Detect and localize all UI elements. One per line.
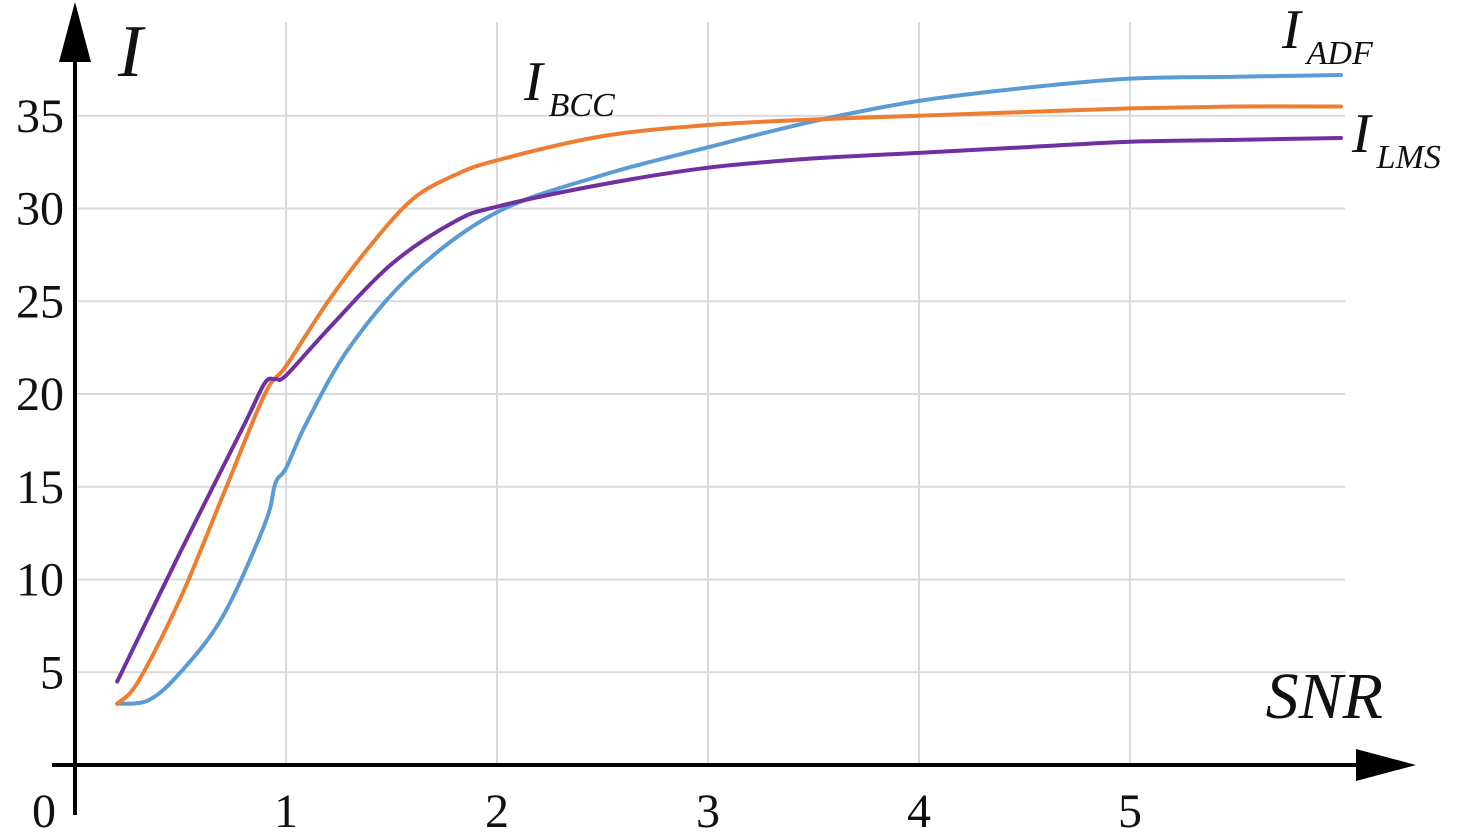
y-tick-label: 30 (16, 183, 64, 236)
y-tick-label: 20 (16, 368, 64, 421)
x-tick-label: 5 (1118, 785, 1142, 832)
origin-label: 0 (32, 785, 56, 832)
x-tick-label: 4 (907, 785, 931, 832)
y-tick-label: 10 (16, 554, 64, 607)
y-tick-label: 5 (40, 646, 64, 699)
axes (52, 2, 1416, 815)
y-tick-label: 25 (16, 275, 64, 328)
y-axis-title: I (117, 11, 146, 93)
series-lines (115, 72, 1343, 706)
y-tick-label: 15 (16, 461, 64, 514)
series-line-bcc (115, 104, 1343, 706)
series-labels: I ADF I BCC I LMS (523, 0, 1441, 176)
tick-labels: 1 2 3 4 5 5 10 15 20 25 30 35 (16, 90, 1142, 832)
x-tick-label: 2 (485, 785, 509, 832)
series-line-adf (115, 72, 1343, 706)
y-tick-label: 35 (16, 90, 64, 143)
series-label-lms: I LMS (1351, 103, 1441, 176)
x-tick-label: 1 (274, 785, 298, 832)
y-axis-arrow-icon (59, 2, 91, 62)
series-line-lms (115, 136, 1343, 684)
x-axis-arrow-icon (1356, 749, 1416, 781)
series-label-adf: I ADF (1281, 0, 1374, 72)
x-tick-label: 3 (696, 785, 720, 832)
x-axis-title: SNR (1266, 660, 1383, 733)
series-label-bcc: I BCC (523, 51, 615, 124)
